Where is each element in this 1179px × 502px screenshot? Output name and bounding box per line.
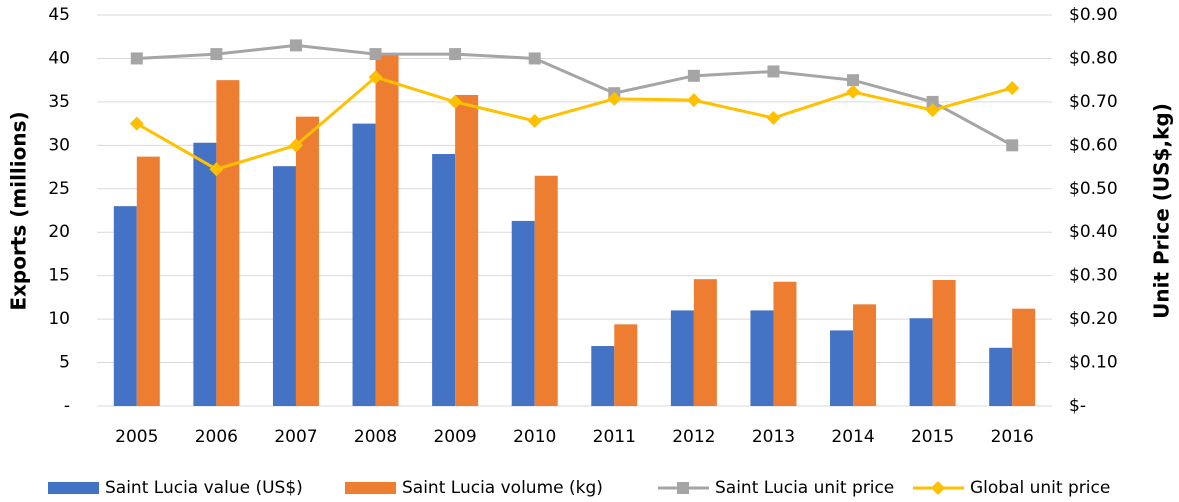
line-marker bbox=[288, 138, 303, 153]
x-tick-label: 2007 bbox=[274, 427, 317, 447]
y-tick-label: 15 bbox=[48, 266, 70, 286]
legend-label: Saint Lucia unit price bbox=[715, 478, 894, 498]
line-marker bbox=[130, 52, 143, 65]
bar bbox=[375, 54, 399, 407]
y2-tick-label: $- bbox=[1069, 396, 1086, 416]
y-axis-title: Exports (millions) bbox=[7, 111, 31, 310]
y2-tick-label: $0.20 bbox=[1069, 309, 1118, 329]
line-marker bbox=[686, 93, 701, 108]
y-tick-label: 40 bbox=[48, 48, 70, 68]
bar bbox=[295, 116, 319, 406]
x-tick-label: 2005 bbox=[115, 427, 158, 447]
bar bbox=[591, 346, 615, 406]
bar bbox=[113, 206, 137, 406]
bar bbox=[932, 280, 956, 406]
bar bbox=[1012, 308, 1036, 406]
line-marker bbox=[289, 39, 302, 52]
y-tick-label: 20 bbox=[48, 222, 70, 242]
line-marker bbox=[369, 48, 382, 61]
y-tick-label: 35 bbox=[48, 92, 70, 112]
y-tick-label: - bbox=[64, 396, 70, 416]
bar bbox=[216, 80, 240, 407]
y-tick-label: 45 bbox=[48, 5, 70, 25]
line-marker bbox=[766, 110, 781, 125]
line-marker bbox=[528, 52, 541, 65]
line-marker bbox=[449, 48, 462, 61]
line-marker bbox=[925, 103, 940, 118]
line-marker bbox=[767, 65, 780, 78]
line-marker bbox=[687, 69, 700, 82]
legend-label: Saint Lucia value (US$) bbox=[105, 478, 303, 498]
bar bbox=[773, 281, 797, 406]
bar bbox=[511, 220, 535, 406]
x-tick-label: 2015 bbox=[911, 427, 954, 447]
legend-marker bbox=[931, 481, 945, 495]
y-tick-label: 30 bbox=[48, 135, 70, 155]
x-tick-label: 2012 bbox=[672, 427, 715, 447]
x-tick-label: 2010 bbox=[513, 427, 556, 447]
bar bbox=[750, 310, 774, 406]
bar bbox=[853, 304, 877, 406]
y2-tick-label: $0.70 bbox=[1069, 92, 1118, 112]
legend-marker bbox=[677, 482, 689, 494]
bar bbox=[693, 279, 717, 406]
y-tick-label: 10 bbox=[48, 309, 70, 329]
line-marker bbox=[209, 162, 224, 177]
x-tick-label: 2009 bbox=[433, 427, 476, 447]
legend-label: Global unit price bbox=[970, 478, 1110, 498]
y2-tick-label: $0.80 bbox=[1069, 48, 1118, 68]
y2-tick-label: $0.10 bbox=[1069, 353, 1118, 373]
line-marker bbox=[846, 84, 861, 99]
bar bbox=[136, 156, 160, 406]
y2-tick-label: $0.30 bbox=[1069, 266, 1118, 286]
y-tick-label: 25 bbox=[48, 179, 70, 199]
y2-tick-label: $0.90 bbox=[1069, 5, 1118, 25]
line bbox=[136, 75, 1013, 171]
line-marker bbox=[847, 74, 860, 87]
y2-tick-label: $0.40 bbox=[1069, 222, 1118, 242]
bar bbox=[272, 166, 296, 406]
line-marker bbox=[1006, 139, 1019, 152]
legend-swatch bbox=[345, 482, 396, 494]
line-marker bbox=[1005, 80, 1020, 95]
x-tick-label: 2014 bbox=[831, 427, 874, 447]
line-marker bbox=[926, 95, 939, 108]
bar bbox=[352, 123, 376, 406]
y-tick-label: 5 bbox=[59, 353, 70, 373]
bar bbox=[830, 330, 854, 406]
x-tick-label: 2013 bbox=[752, 427, 795, 447]
bar bbox=[455, 94, 479, 406]
line-marker bbox=[448, 94, 463, 109]
y2-axis-title: Unit Price (US$,kg) bbox=[1150, 103, 1174, 319]
legend-label: Saint Lucia volume (kg) bbox=[402, 478, 603, 498]
y2-tick-label: $0.50 bbox=[1069, 179, 1118, 199]
legend-swatch bbox=[48, 482, 99, 494]
bar bbox=[670, 310, 694, 406]
x-tick-label: 2008 bbox=[354, 427, 397, 447]
bar bbox=[909, 318, 933, 406]
line bbox=[136, 43, 1013, 147]
line-marker bbox=[607, 91, 622, 106]
bar bbox=[432, 154, 456, 406]
bar bbox=[193, 142, 217, 406]
x-tick-label: 2011 bbox=[593, 427, 636, 447]
bar bbox=[614, 324, 638, 406]
line-marker bbox=[129, 116, 144, 131]
line-marker bbox=[368, 70, 383, 85]
line-marker bbox=[210, 48, 223, 61]
bar bbox=[534, 175, 558, 406]
line-marker bbox=[527, 114, 542, 129]
x-tick-label: 2006 bbox=[195, 427, 238, 447]
y2-tick-label: $0.60 bbox=[1069, 135, 1118, 155]
x-tick-label: 2016 bbox=[991, 427, 1034, 447]
bar bbox=[989, 347, 1013, 406]
